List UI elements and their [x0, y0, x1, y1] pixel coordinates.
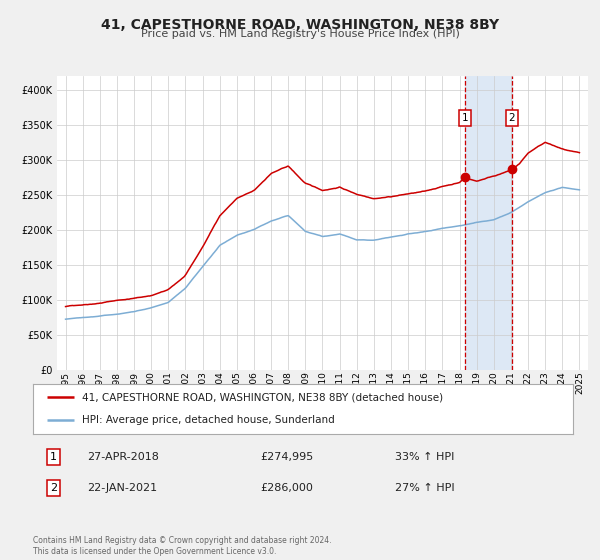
Text: 1: 1	[462, 113, 469, 123]
Text: Contains HM Land Registry data © Crown copyright and database right 2024.
This d: Contains HM Land Registry data © Crown c…	[33, 536, 331, 556]
Text: 2: 2	[50, 483, 57, 493]
Text: 27-APR-2018: 27-APR-2018	[87, 452, 159, 462]
Text: HPI: Average price, detached house, Sunderland: HPI: Average price, detached house, Sund…	[82, 416, 334, 426]
Text: 27% ↑ HPI: 27% ↑ HPI	[395, 483, 454, 493]
Text: 41, CAPESTHORNE ROAD, WASHINGTON, NE38 8BY (detached house): 41, CAPESTHORNE ROAD, WASHINGTON, NE38 8…	[82, 392, 443, 402]
Text: 33% ↑ HPI: 33% ↑ HPI	[395, 452, 454, 462]
Text: £286,000: £286,000	[260, 483, 313, 493]
Text: Price paid vs. HM Land Registry's House Price Index (HPI): Price paid vs. HM Land Registry's House …	[140, 29, 460, 39]
Text: 2: 2	[508, 113, 515, 123]
Bar	[465, 76, 512, 370]
Text: 41, CAPESTHORNE ROAD, WASHINGTON, NE38 8BY: 41, CAPESTHORNE ROAD, WASHINGTON, NE38 8…	[101, 18, 499, 32]
Text: £274,995: £274,995	[260, 452, 313, 462]
Text: 1: 1	[50, 452, 57, 462]
Text: 22-JAN-2021: 22-JAN-2021	[87, 483, 157, 493]
